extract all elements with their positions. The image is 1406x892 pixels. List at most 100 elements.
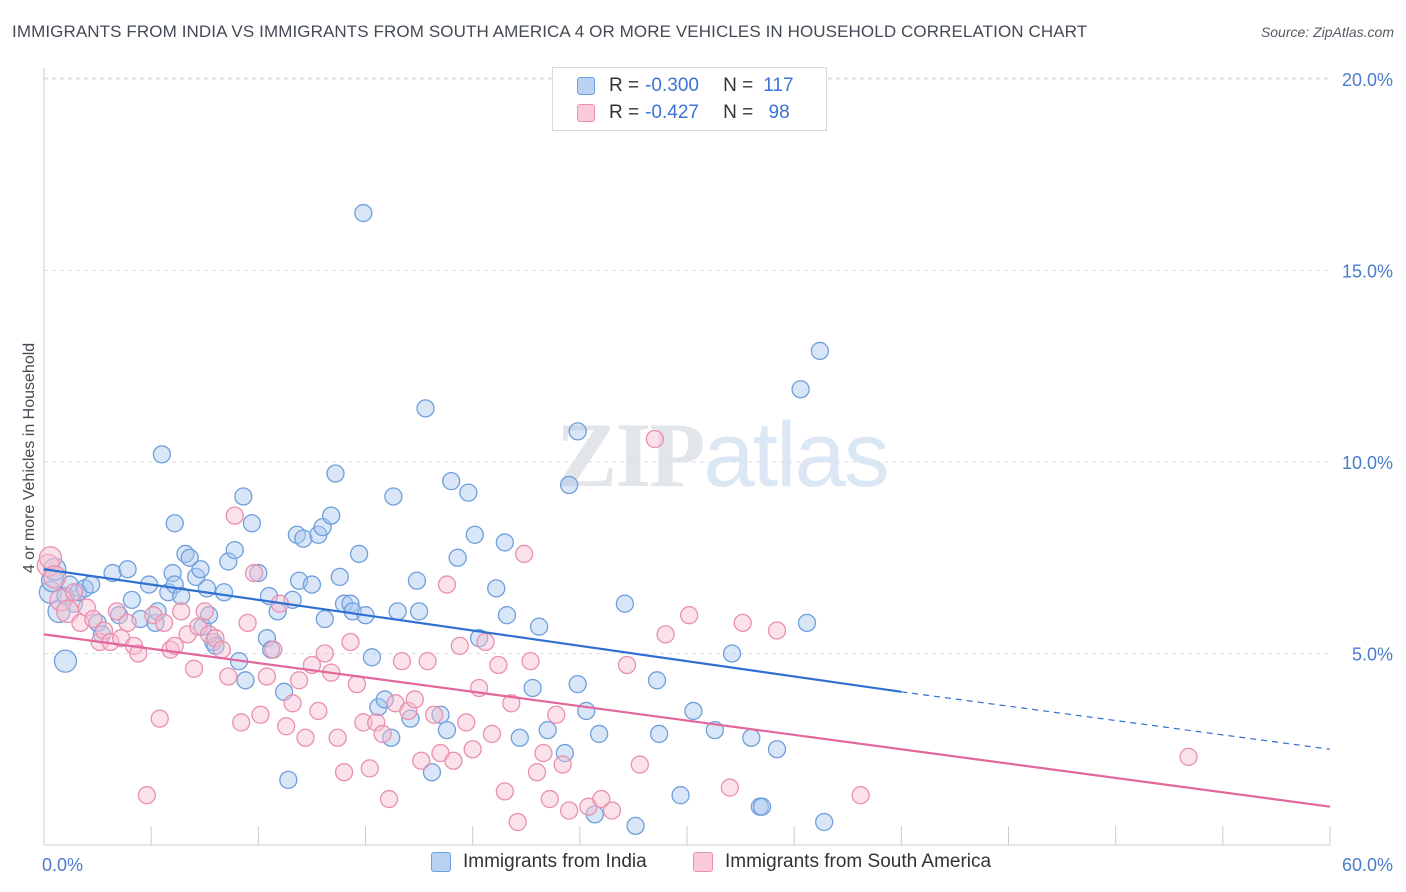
south-america-point [767,621,787,640]
india-point [791,380,810,399]
india-point [382,728,401,747]
india-point [315,609,334,629]
south-america-point [315,644,334,663]
south-america-point [107,602,127,621]
legend-label-south-america: Immigrants from South America [725,851,992,872]
india-point [257,629,277,648]
india-point [349,544,369,564]
south-america-point [444,751,463,770]
south-america-point [405,690,424,709]
south-america-point [559,801,579,820]
south-america-point [94,621,114,640]
south-america-point [77,598,97,617]
india-point [647,671,667,690]
india-point [431,705,450,724]
india-point [448,548,467,567]
legend-n-label: N = [723,75,754,96]
india-point [214,583,234,602]
y-tick-label: 10.0% [1342,453,1393,473]
south-america-point [399,701,418,721]
south-america-point [64,583,84,602]
south-america-point [283,694,302,713]
india-trend-line [43,568,902,693]
legend-r-label: R = [609,75,640,96]
india-point [180,548,199,567]
india-point [437,720,457,740]
legend-r-value: -0.300 [645,75,699,96]
south-america-point [489,655,508,675]
south-america-point [495,782,514,801]
south-america-point [150,709,169,728]
legend-item-south-america[interactable]: Immigrants from South America [693,851,991,873]
x-tick-label: 0.0% [42,855,83,875]
india-point [442,471,461,491]
south-america-point [534,743,553,763]
south-america-point [172,602,191,621]
india-point [326,464,345,483]
india-point [810,341,830,361]
south-america-point [195,602,214,621]
south-america-point [379,789,399,809]
south-america-point [679,606,699,625]
south-america-trend-line [43,633,1331,808]
india-point [767,740,787,759]
south-america-point [457,713,476,732]
india-point [615,594,634,613]
india-point [529,617,549,636]
south-america-point [165,636,184,655]
south-america-point [184,659,204,678]
south-america-point [418,652,437,671]
legend-row-south-america: R = -0.427 N = 98 [577,101,790,125]
legend-swatch-india [431,852,451,872]
india-point [322,506,341,525]
tick-labels: 5.0% 10.0% 15.0% 20.0% 0.0% 60.0% [42,70,1393,875]
south-america-point [502,694,521,713]
south-america-point [514,544,534,564]
india-point [538,720,557,740]
south-america-point [733,613,752,633]
south-america-point [450,636,469,655]
india-point [559,475,579,495]
south-america-point [328,728,347,747]
series-india [38,203,834,835]
south-america-point [547,705,566,724]
south-america-point [225,506,244,525]
india-point [459,483,478,502]
south-america-point [354,713,373,732]
south-america-point [553,755,572,774]
india-point [722,644,742,663]
legend-item-india[interactable]: Immigrants from India [431,851,647,873]
south-america-point [482,724,502,744]
india-point [465,525,484,544]
india-point [236,671,255,690]
south-america-point [508,812,527,832]
south-america-point [720,778,740,797]
south-america-point [373,724,392,744]
india-point [375,690,394,709]
south-america-point [341,632,360,652]
south-america-point [296,728,315,747]
india-point [82,575,101,594]
south-america-point [656,625,675,644]
india-point [752,797,772,816]
south-america-point [630,755,649,774]
india-point [815,812,834,832]
y-tick-label: 15.0% [1342,262,1393,282]
axes [43,68,1331,846]
india-point [523,678,542,698]
y-axis-label: 4 or more Vehicles in Household [21,343,38,573]
india-point [249,563,268,583]
south-america-point [277,717,296,736]
south-america-point [38,546,63,570]
india-point [626,816,645,835]
south-america-point [617,655,637,675]
legend-n-value: 117 [763,75,794,96]
south-america-point [206,629,225,648]
legend-swatch-india [577,77,595,95]
india-point [797,613,817,633]
x-tick-label: 60.0% [1342,855,1393,875]
south-america-point [392,652,412,671]
legend-swatch-south-america [577,104,595,122]
india-point [510,728,529,747]
